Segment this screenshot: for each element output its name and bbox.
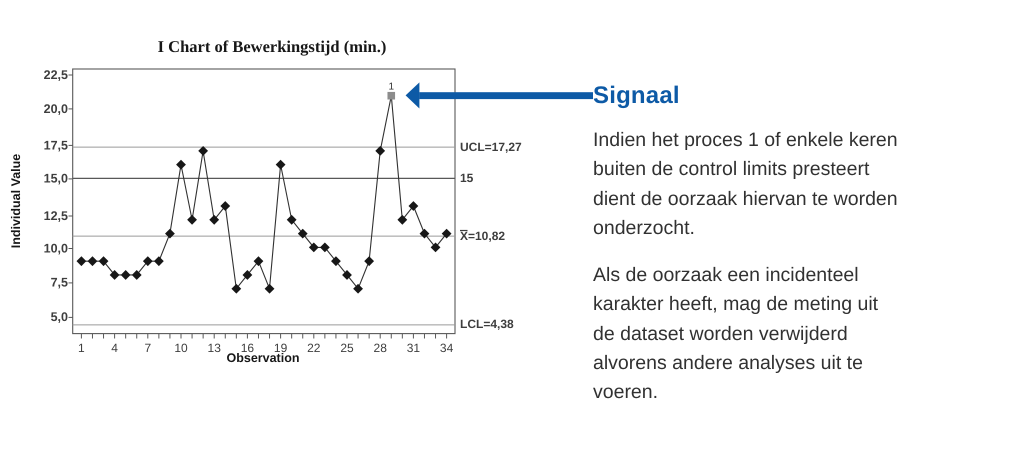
svg-text:31: 31 <box>407 341 421 355</box>
svg-text:UCL=17,27: UCL=17,27 <box>460 140 522 154</box>
svg-text:22: 22 <box>307 341 321 355</box>
svg-text:10,0: 10,0 <box>44 241 68 255</box>
svg-text:LCL=4,38: LCL=4,38 <box>460 317 514 331</box>
svg-text:4: 4 <box>111 341 118 355</box>
svg-text:Individual Value: Individual Value <box>9 154 23 249</box>
svg-text:7: 7 <box>144 341 151 355</box>
svg-text:20,0: 20,0 <box>44 102 68 116</box>
svg-text:34: 34 <box>440 341 454 355</box>
svg-text:13: 13 <box>208 341 222 355</box>
svg-text:25: 25 <box>340 341 354 355</box>
svg-text:28: 28 <box>374 341 388 355</box>
svg-text:1: 1 <box>78 341 85 355</box>
svg-text:7,5: 7,5 <box>51 276 68 290</box>
svg-text:1: 1 <box>389 82 395 93</box>
svg-text:12,5: 12,5 <box>44 209 68 223</box>
svg-text:Observation: Observation <box>227 351 300 365</box>
svg-text:15: 15 <box>460 171 474 185</box>
svg-text:X=10,82: X=10,82 <box>460 229 505 243</box>
svg-text:17,5: 17,5 <box>44 138 68 152</box>
svg-text:I Chart of Bewerkingstijd (min: I Chart of Bewerkingstijd (min.) <box>158 37 387 56</box>
svg-text:15,0: 15,0 <box>44 172 68 186</box>
svg-text:5,0: 5,0 <box>51 310 68 324</box>
svg-text:22,5: 22,5 <box>44 68 68 82</box>
svg-text:10: 10 <box>174 341 188 355</box>
